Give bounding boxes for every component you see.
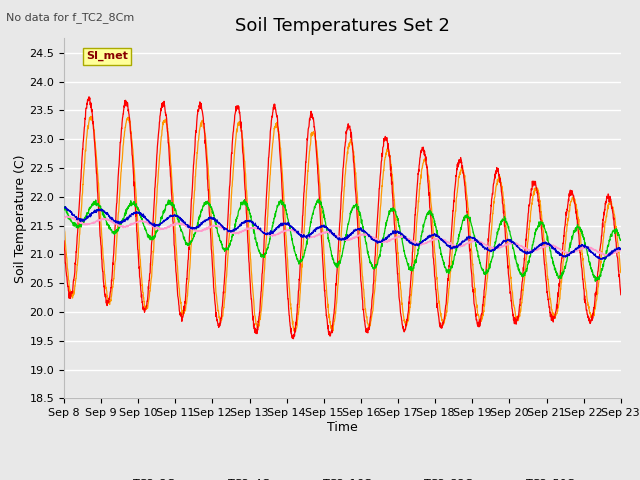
X-axis label: Time: Time — [327, 421, 358, 434]
Text: No data for f_TC2_8Cm: No data for f_TC2_8Cm — [6, 12, 134, 23]
Text: SI_met: SI_met — [86, 51, 128, 61]
Y-axis label: Soil Temperature (C): Soil Temperature (C) — [13, 154, 27, 283]
Legend: TC2_2Cm, TC2_4Cm, TC2_16Cm, TC2_32Cm, TC2_50Cm: TC2_2Cm, TC2_4Cm, TC2_16Cm, TC2_32Cm, TC… — [95, 474, 589, 480]
Title: Soil Temperatures Set 2: Soil Temperatures Set 2 — [235, 17, 450, 36]
